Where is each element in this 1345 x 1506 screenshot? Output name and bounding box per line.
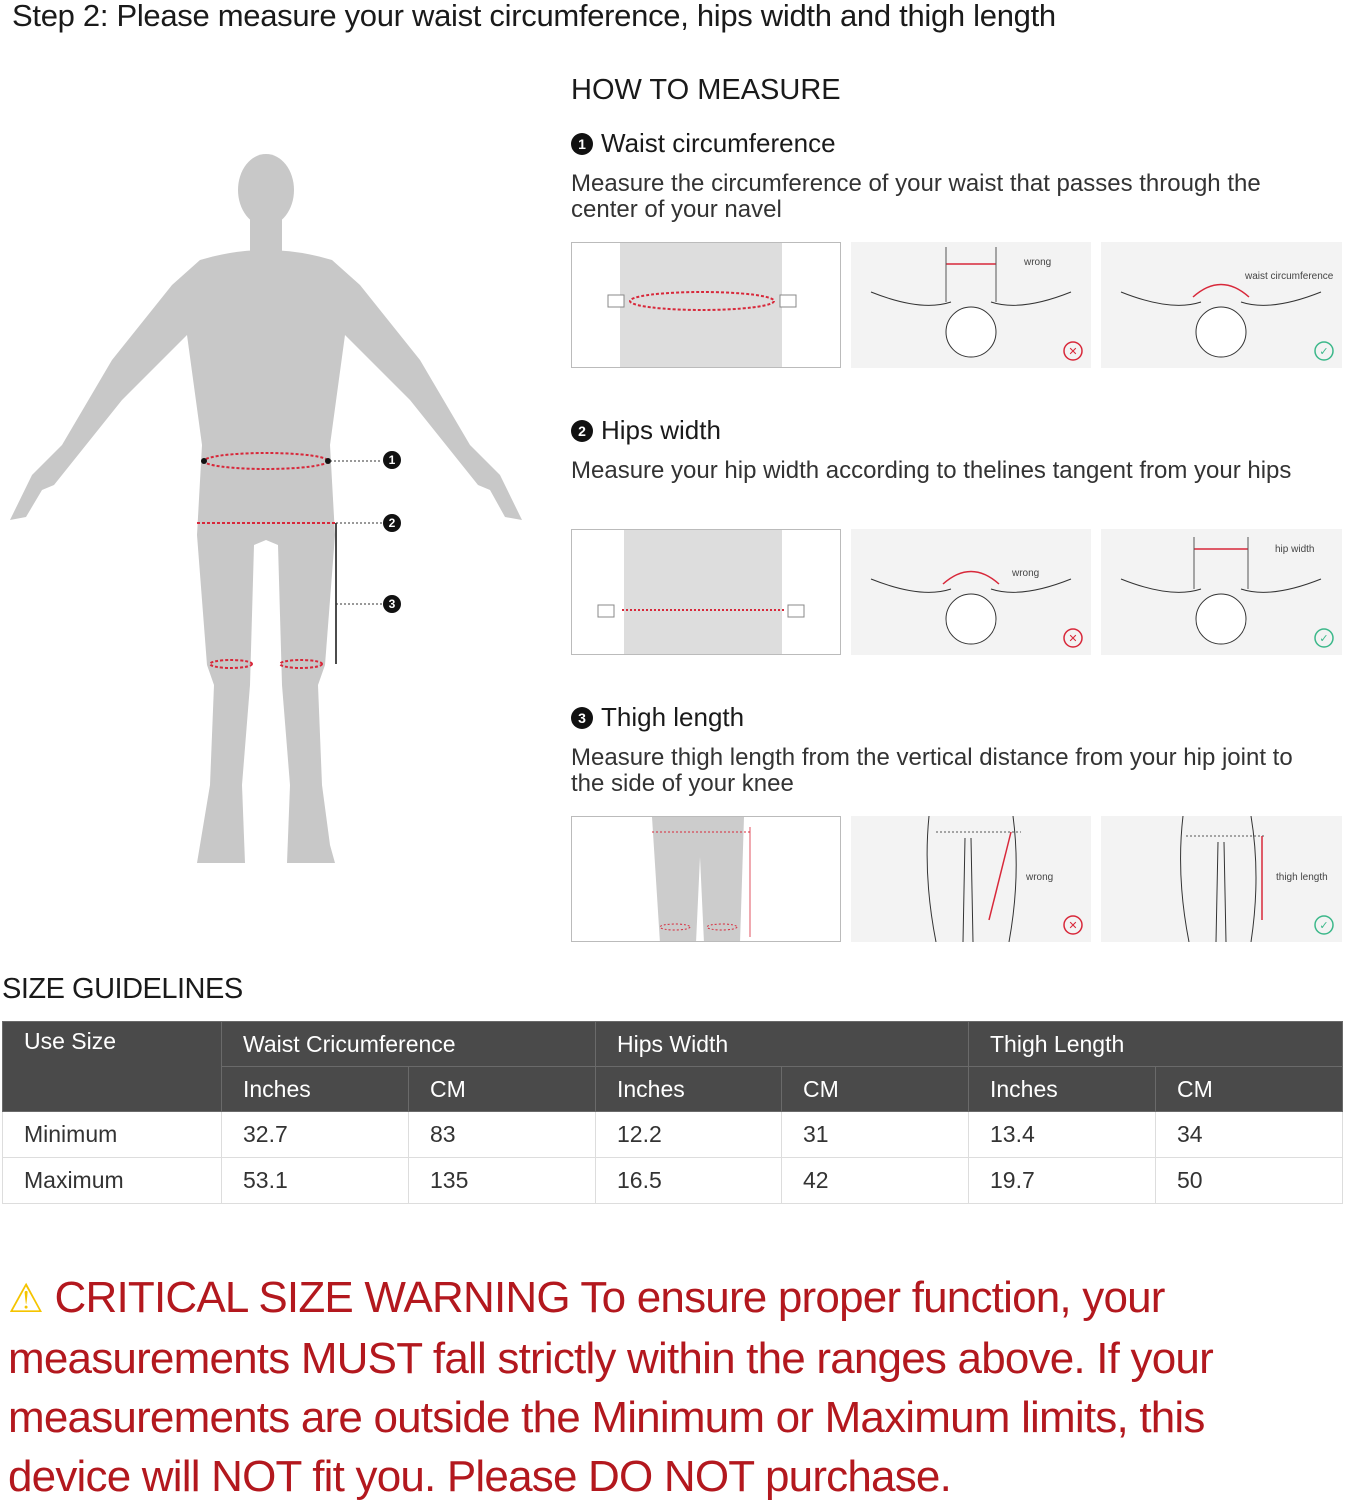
body-silhouette-figure: 1 2 3	[10, 154, 522, 863]
wrong-label: wrong	[1025, 872, 1053, 883]
hips-front-illustration	[571, 529, 841, 655]
correct-check-icon: ✓	[1319, 920, 1328, 932]
header-unit: CM	[408, 1066, 596, 1112]
cell: 34	[1155, 1111, 1343, 1158]
correct-check-icon: ✓	[1319, 346, 1328, 358]
cell: 31	[781, 1111, 969, 1158]
thigh-wrong-illustration: wrong ✕	[851, 816, 1091, 942]
wrong-x-icon: ✕	[1068, 633, 1077, 645]
step-number-1: 1	[571, 132, 593, 155]
header-unit: CM	[781, 1066, 969, 1112]
right-label: waist circumference	[1244, 271, 1334, 282]
thigh-correct-illustration: thigh length ✓	[1101, 816, 1342, 942]
right-label: thigh length	[1276, 872, 1328, 883]
header-unit: Inches	[221, 1066, 409, 1112]
correct-check-icon: ✓	[1319, 633, 1328, 645]
section-waist-description: Measure the circumference of your waist …	[571, 170, 1261, 223]
section-hips-heading: 2 Hips width	[571, 415, 721, 446]
section-title: Hips width	[601, 415, 721, 445]
cell: 19.7	[968, 1157, 1156, 1204]
header-unit: Inches	[968, 1066, 1156, 1112]
cell: 50	[1155, 1157, 1343, 1204]
header-unit: Inches	[595, 1066, 782, 1112]
section-waist-heading: 1 Waist circumference	[571, 128, 836, 159]
wrong-label: wrong	[1011, 568, 1039, 579]
waist-correct-illustration: waist circumference ✓	[1101, 242, 1342, 368]
waist-wrong-illustration: wrong ✕	[851, 242, 1091, 368]
header-use-size: Use Size	[2, 1021, 222, 1112]
cell: 135	[408, 1157, 596, 1204]
marker-1: 1	[389, 453, 396, 467]
table-row: Maximum 53.1 135 16.5 42 19.7 50	[2, 1157, 1343, 1204]
header-group: Hips Width	[595, 1021, 969, 1067]
hips-correct-illustration: hip width ✓	[1101, 529, 1342, 655]
hips-wrong-illustration: wrong ✕	[851, 529, 1091, 655]
section-title: Thigh length	[601, 702, 745, 732]
marker-3: 3	[389, 597, 396, 611]
row-label: Maximum	[2, 1157, 222, 1204]
size-table: Use Size Waist Cricumference Hips Width …	[2, 1021, 1343, 1204]
header-group: Thigh Length	[968, 1021, 1343, 1067]
table-header-row: Use Size Waist Cricumference Hips Width …	[2, 1021, 1343, 1112]
page-title: Step 2: Please measure your waist circum…	[12, 0, 1056, 33]
cell: 83	[408, 1111, 596, 1158]
waist-front-illustration	[571, 242, 841, 368]
section-title: Waist circumference	[601, 128, 836, 158]
wrong-label: wrong	[1023, 257, 1051, 268]
cell: 32.7	[221, 1111, 409, 1158]
table-unit-row: Inches CM Inches CM Inches CM	[3, 1066, 1343, 1112]
wrong-x-icon: ✕	[1068, 920, 1077, 932]
cell: 53.1	[221, 1157, 409, 1204]
section-thigh-heading: 3 Thigh length	[571, 702, 744, 733]
wrong-x-icon: ✕	[1068, 346, 1077, 358]
warning-triangle-icon: ⚠	[8, 1277, 44, 1321]
section-hips-description: Measure your hip width according to thel…	[571, 457, 1292, 484]
how-to-measure-heading: HOW TO MEASURE	[571, 74, 841, 106]
header-group: Waist Cricumference	[221, 1021, 596, 1067]
cell: 12.2	[595, 1111, 782, 1158]
size-warning: ⚠ CRITICAL SIZE WARNING To ensure proper…	[8, 1268, 1328, 1506]
thigh-front-illustration	[571, 816, 841, 942]
table-row: Minimum 32.7 83 12.2 31 13.4 34	[2, 1111, 1343, 1158]
row-label: Minimum	[2, 1111, 222, 1158]
step-number-3: 3	[571, 706, 593, 729]
section-thigh-description: Measure thigh length from the vertical d…	[571, 744, 1293, 797]
marker-2: 2	[389, 516, 396, 530]
cell: 13.4	[968, 1111, 1156, 1158]
size-guidelines-heading: SIZE GUIDELINES	[2, 973, 243, 1005]
header-unit: CM	[1155, 1066, 1343, 1112]
step-number-2: 2	[571, 419, 593, 442]
cell: 16.5	[595, 1157, 782, 1204]
warning-text: CRITICAL SIZE WARNING To ensure proper f…	[8, 1273, 1214, 1501]
right-label: hip width	[1275, 544, 1314, 555]
cell: 42	[781, 1157, 969, 1204]
